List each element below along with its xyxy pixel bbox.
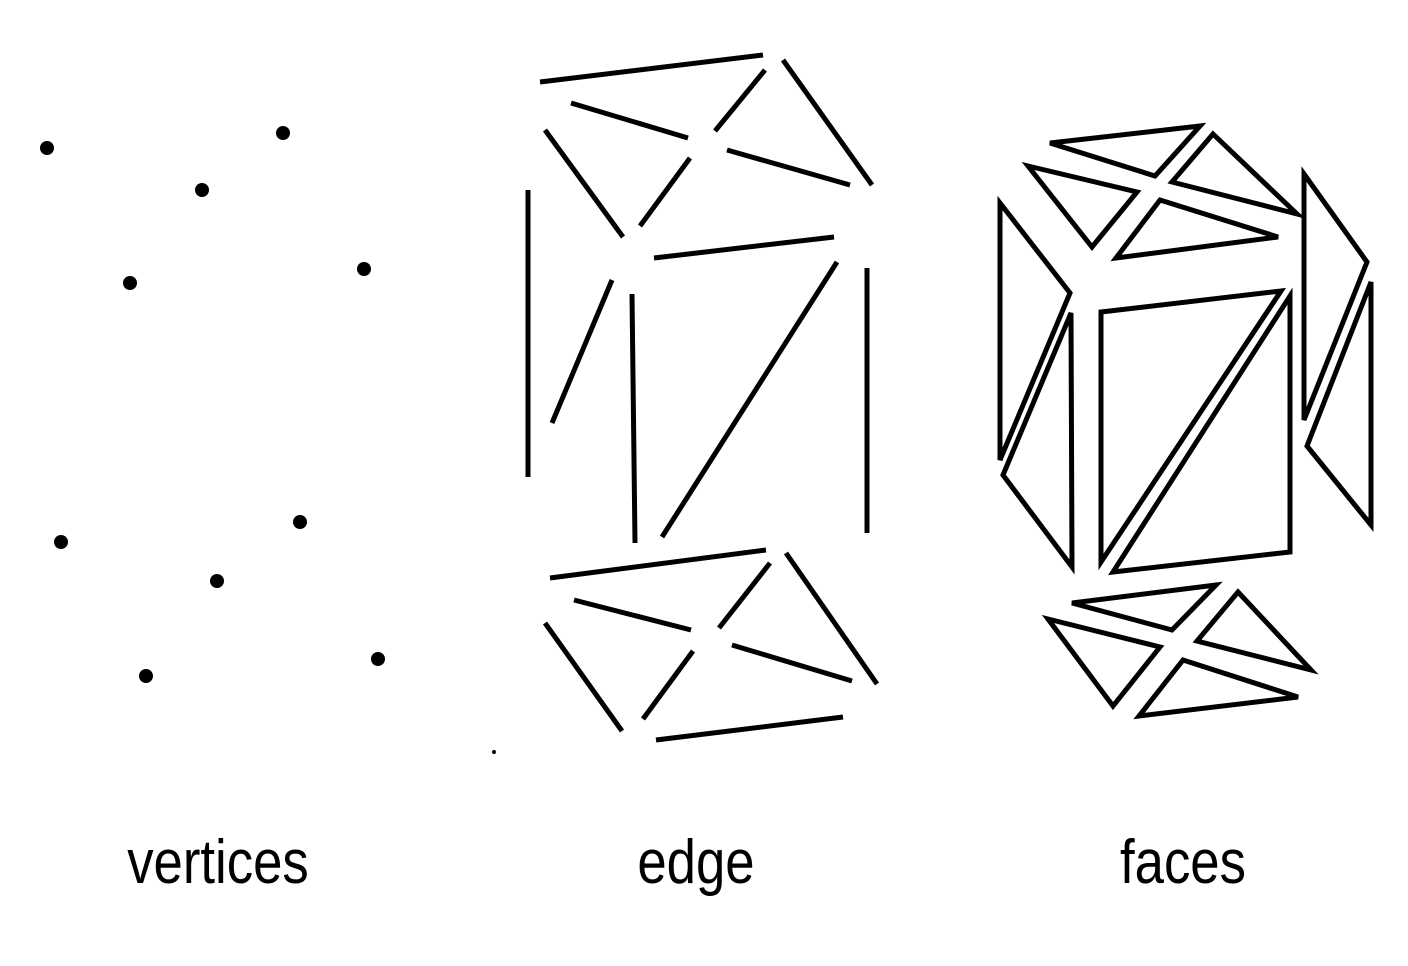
vertices-label: vertices [127,828,309,897]
vertex-3 [195,183,209,197]
edge-bottom-diag-c [731,642,853,684]
edge-top-back [539,52,764,85]
face-bottom-right-triangle [1192,588,1319,675]
edge-top-right [780,58,875,187]
face-front-lower-triangle [1108,287,1293,576]
face-right-upper-triangle [1301,166,1370,421]
vertex-10 [371,652,385,666]
face-top-back-triangle [1049,122,1207,179]
face-right-lower-triangle [1304,281,1374,533]
edge-bottom-diag-d [640,649,696,721]
edge-label: edge [637,828,755,897]
face-bottom-back-triangle [1071,581,1223,633]
edge-top-diag-a [570,100,689,141]
vertex-6 [54,535,68,549]
edge-top-diag-d [637,156,693,228]
edge-top-diag-c [726,147,851,188]
edge-front-diagonal [659,260,840,539]
edge-left-diagonal [549,279,615,424]
edge-top-left [542,128,626,239]
edge-bottom-back [549,547,767,581]
vertices-panel [40,126,385,683]
vertex-1 [40,141,54,155]
face-top-front-triangle [1110,197,1279,262]
edge-top-front [653,234,835,261]
faces-label: faces [1120,828,1246,897]
face-bottom-left-triangle [1041,614,1165,711]
stray-dot [492,750,496,754]
edge-bottom-front [655,714,844,743]
edge-front-left-vertical [629,293,638,544]
edge-top-diag-b [713,68,767,133]
edge-panel [525,52,880,743]
vertex-9 [139,669,153,683]
face-top-right-triangle [1167,130,1306,219]
edge-bottom-diag-a [573,597,692,633]
face-top-left-triangle [1021,161,1142,251]
vertex-2 [276,126,290,140]
vertex-4 [123,276,137,290]
vertex-5 [357,262,371,276]
faces-panel [997,122,1374,720]
edge-bottom-right [783,551,880,686]
face-left-lower-triangle [1000,312,1075,575]
face-bottom-front-triangle [1133,657,1299,720]
edge-bottom-diag-b [717,561,772,630]
vertex-8 [210,574,224,588]
face-left-upper-triangle [997,195,1073,461]
vertex-7 [293,515,307,529]
face-front-upper-triangle [1098,287,1287,571]
edge-bottom-left [542,621,625,733]
